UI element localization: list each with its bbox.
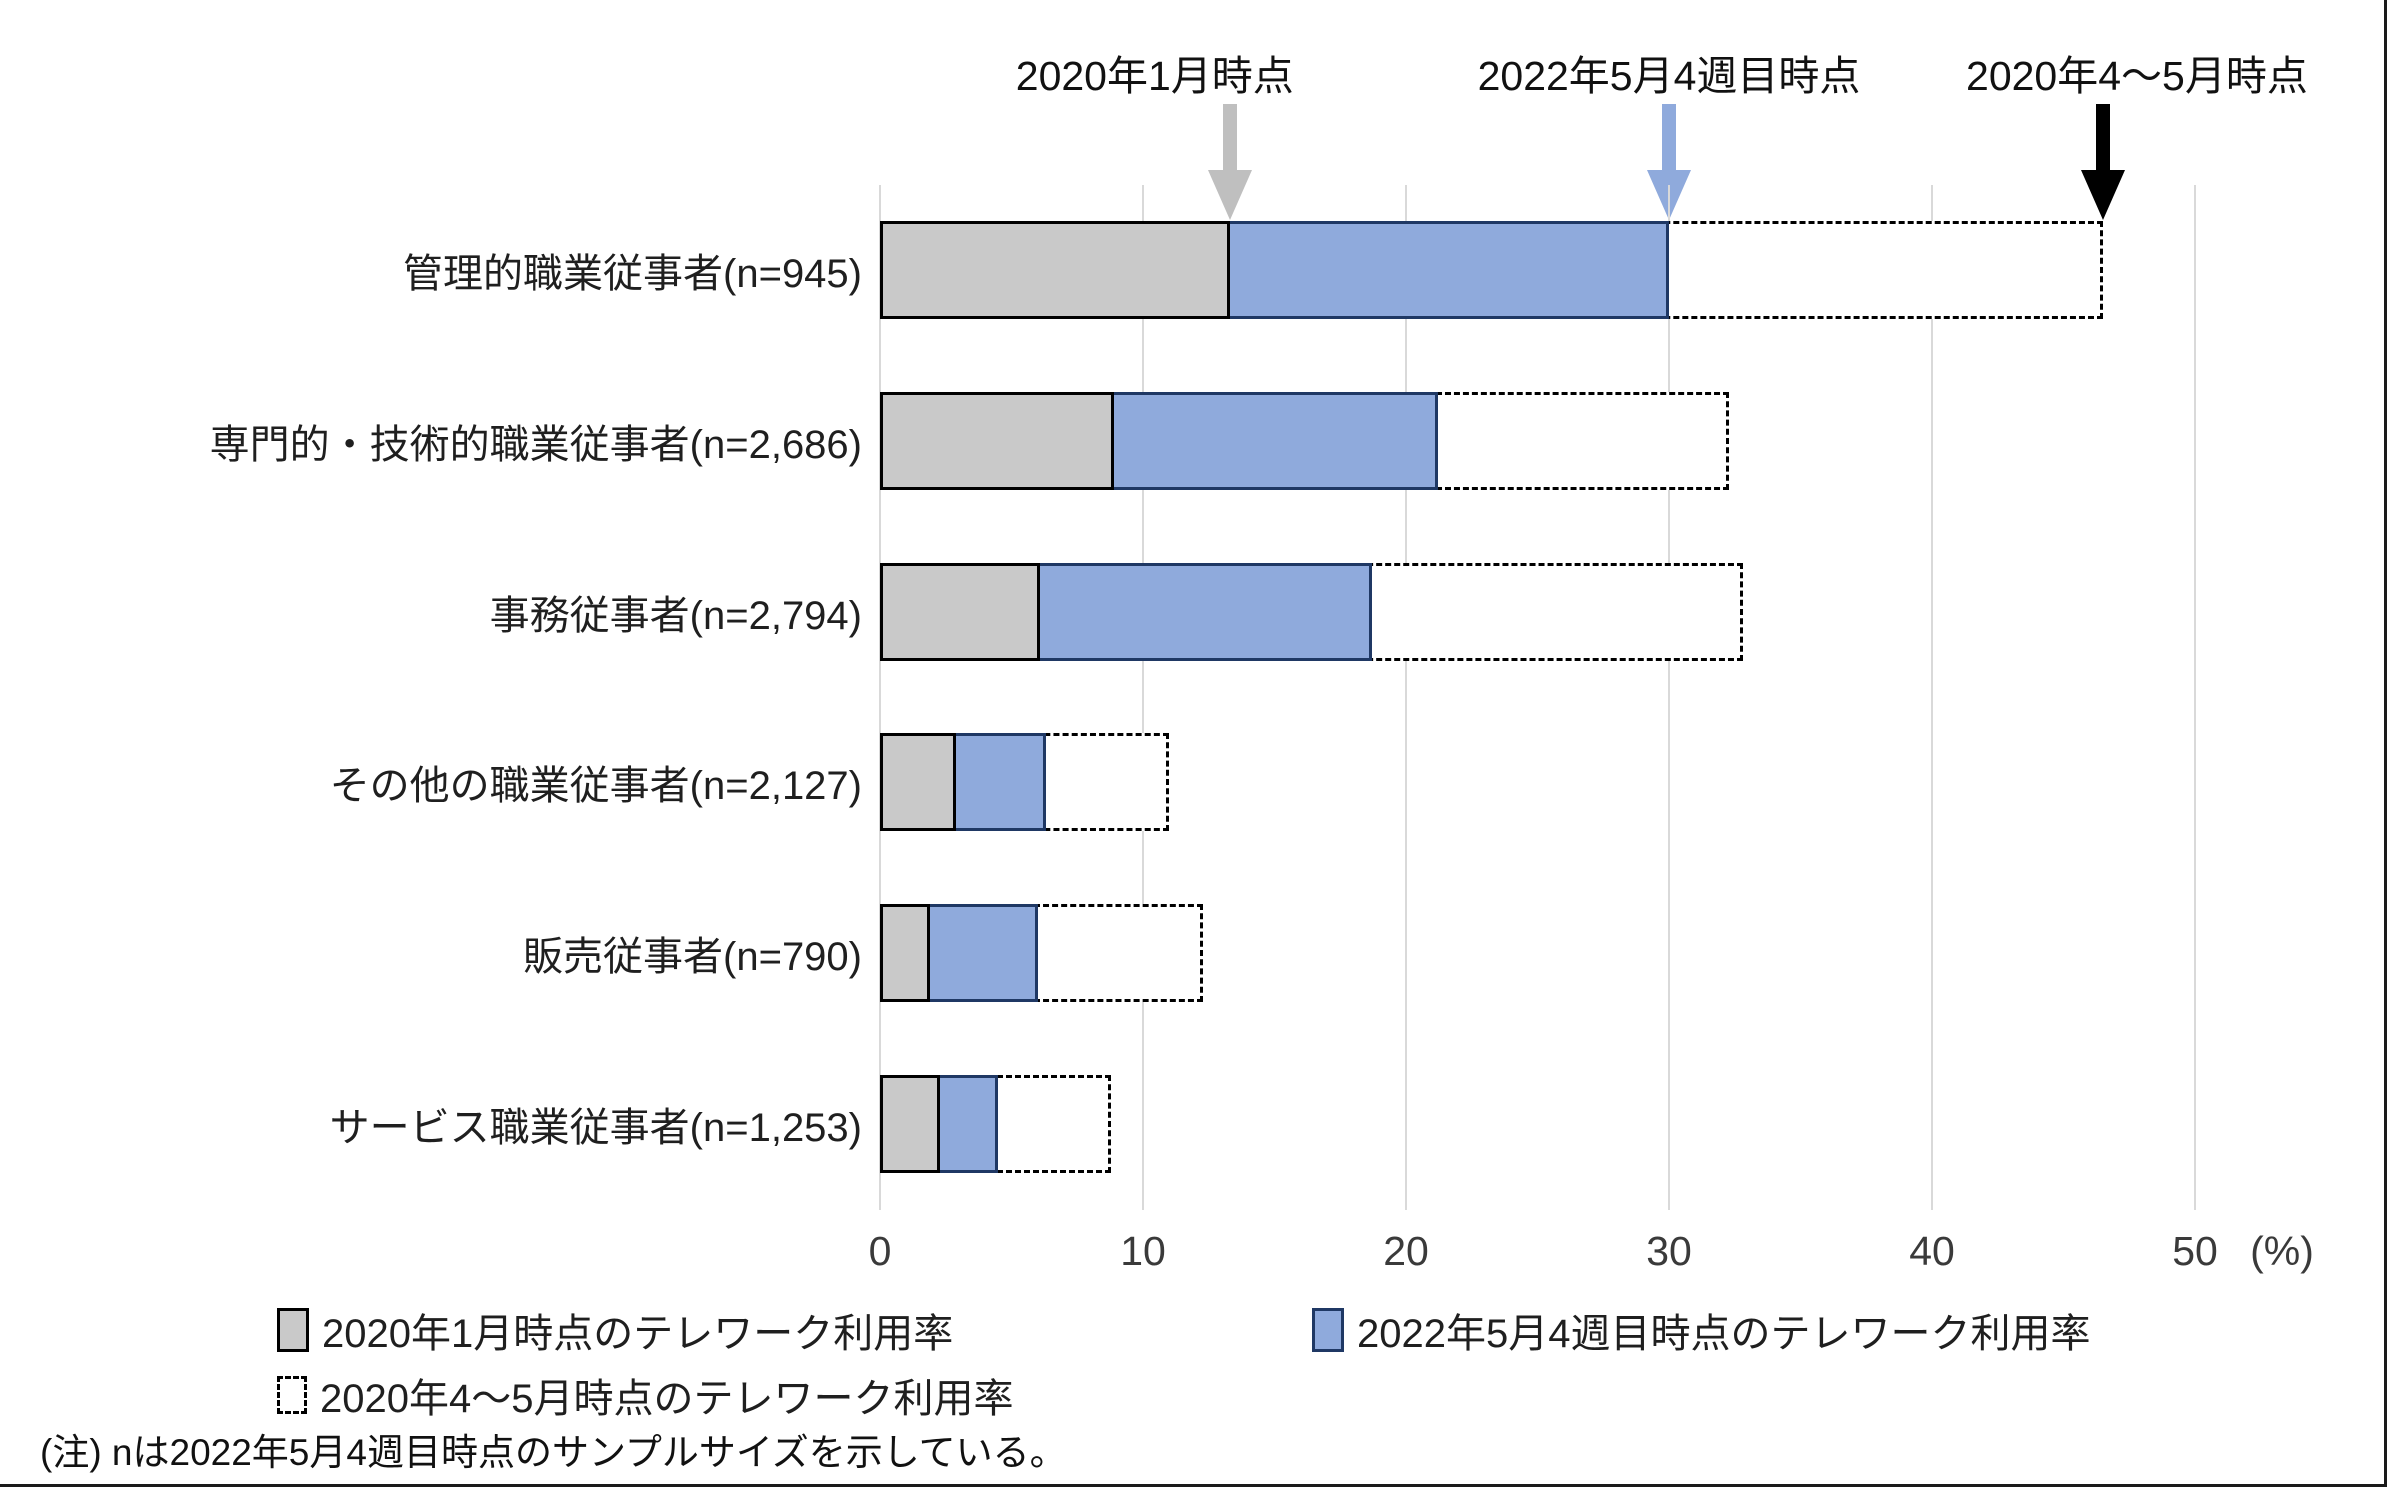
x-tick-label: 20 (1383, 1228, 1429, 1274)
legend-label: 2022年5月4週目時点のテレワーク利用率 (1357, 1312, 2091, 1356)
category-label: 管理的職業従事者(n=945) (403, 252, 862, 296)
bar-jan2020 (880, 391, 1115, 490)
legend-swatch-jan2020 (277, 1308, 309, 1352)
x-tick-label: 50 (2172, 1228, 2218, 1274)
down-arrow-icon (1207, 104, 1252, 220)
x-tick-label: 40 (1909, 1228, 1955, 1274)
gridline (1931, 185, 1933, 1210)
gridline (1142, 185, 1144, 1210)
category-label: 販売従事者(n=790) (523, 935, 862, 980)
category-label: その他の職業従事者(n=2,127) (329, 764, 862, 809)
x-tick-label: 10 (1120, 1228, 1166, 1274)
gridline (879, 185, 881, 1210)
annotation-label: 2022年5月4週目時点 (1477, 53, 1861, 99)
legend-item: 2020年1月時点のテレワーク利用率 (277, 1301, 953, 1359)
category-label: 事務従事者(n=2,794) (489, 593, 862, 638)
gridline (1405, 185, 1407, 1210)
down-arrow-icon (1647, 104, 1691, 220)
bar-jan2020 (880, 1075, 941, 1173)
x-axis-unit-label: (%) (2250, 1228, 2314, 1274)
footnote: (注) nは2022年5月4週目時点のサンプルサイズを示している。 (40, 1432, 1067, 1473)
x-tick-label: 30 (1646, 1228, 1692, 1274)
legend-item: 2022年5月4週目時点のテレワーク利用率 (1312, 1301, 2090, 1359)
legend-swatch-aprmay2020 (277, 1376, 307, 1414)
down-arrow-icon (2080, 104, 2125, 220)
x-tick-label: 0 (868, 1228, 892, 1274)
legend-swatch-may2022w4 (1312, 1308, 1344, 1352)
annotation-label: 2020年1月時点 (1015, 53, 1294, 99)
legend-item: 2020年4〜5月時点のテレワーク利用率 (277, 1366, 1013, 1424)
bar-jan2020 (880, 733, 957, 832)
annotation-label: 2020年4〜5月時点 (1966, 53, 2308, 99)
bar-jan2020 (880, 221, 1230, 319)
gridline (1668, 185, 1670, 1210)
category-label: サービス職業従事者(n=1,253) (329, 1106, 862, 1150)
category-label: 専門的・技術的職業従事者(n=2,686) (209, 422, 862, 467)
bar-jan2020 (880, 562, 1041, 661)
legend-label: 2020年4〜5月時点のテレワーク利用率 (320, 1377, 1014, 1421)
gridline (2194, 185, 2196, 1210)
bar-jan2020 (880, 904, 930, 1003)
legend-label: 2020年1月時点のテレワーク利用率 (322, 1312, 954, 1356)
